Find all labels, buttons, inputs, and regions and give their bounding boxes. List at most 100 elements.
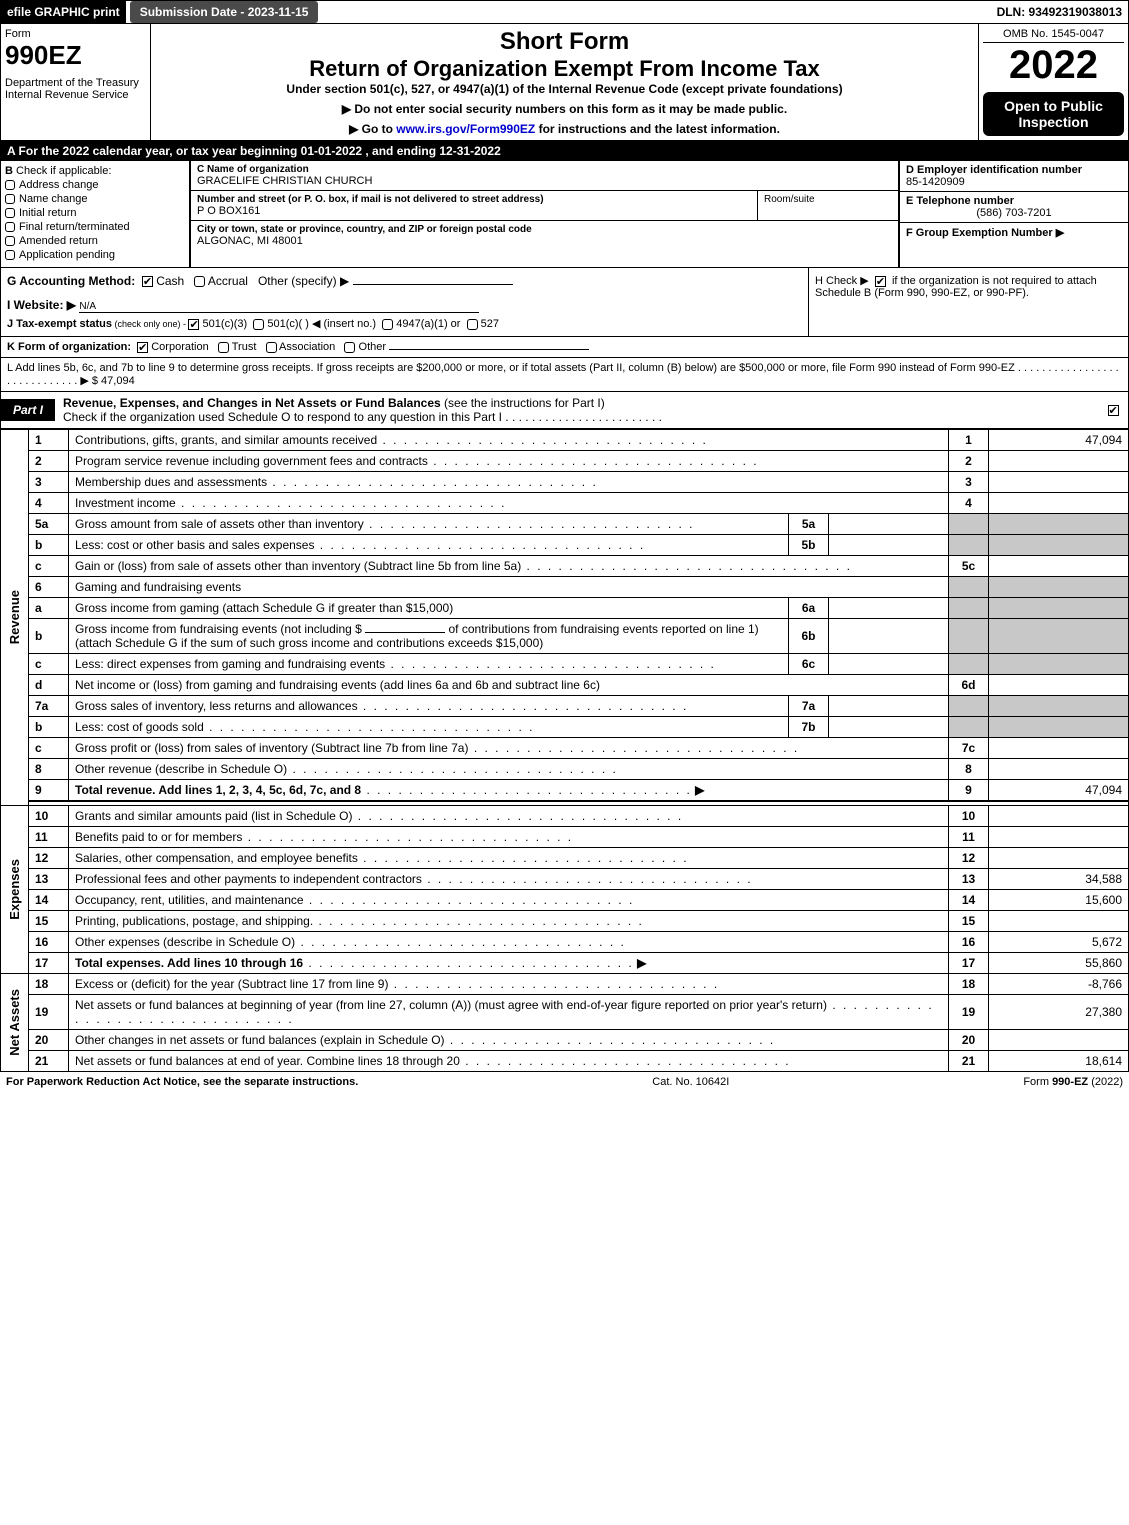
line-desc: Gross income from fundraising events (no…: [69, 619, 789, 654]
checkbox-icon: [5, 208, 15, 218]
h-checkbox-icon[interactable]: [875, 276, 886, 287]
cb-label: Initial return: [19, 207, 76, 219]
line-num: 19: [29, 994, 69, 1029]
checkbox-icon: [5, 236, 15, 246]
inner-code: 5a: [789, 514, 829, 535]
line-amount: [989, 738, 1129, 759]
line-11: 11 Benefits paid to or for members 11: [1, 826, 1129, 847]
other-blank-line[interactable]: [389, 349, 589, 350]
line-18: Net Assets 18 Excess or (deficit) for th…: [1, 973, 1129, 994]
inner-code: 6b: [789, 619, 829, 654]
other-specify-line[interactable]: [353, 284, 513, 285]
gray-cell: [989, 717, 1129, 738]
trust-checkbox-icon[interactable]: [218, 342, 229, 353]
gray-cell: [949, 654, 989, 675]
fundraising-blank[interactable]: [365, 632, 445, 633]
cb-final-return[interactable]: Final return/terminated: [5, 221, 185, 233]
501c-checkbox-icon[interactable]: [253, 319, 264, 330]
expenses-side: Expenses: [1, 805, 29, 973]
line-num: 16: [29, 931, 69, 952]
part1-paren: (see the instructions for Part I): [444, 396, 605, 410]
line-amount: [989, 675, 1129, 696]
line-10: Expenses 10 Grants and similar amounts p…: [1, 805, 1129, 826]
gray-cell: [949, 619, 989, 654]
cb-name-change[interactable]: Name change: [5, 193, 185, 205]
line-num: 10: [29, 805, 69, 826]
line-num: 3: [29, 472, 69, 493]
col-g: G Accounting Method: Cash Accrual Other …: [1, 268, 808, 336]
line-code: 13: [949, 868, 989, 889]
address-row: Number and street (or P. O. box, if mail…: [191, 191, 898, 221]
line-code: 11: [949, 826, 989, 847]
line-amount: 5,672: [989, 931, 1129, 952]
cb-initial-return[interactable]: Initial return: [5, 207, 185, 219]
line-num: 6: [29, 577, 69, 598]
line-7b: b Less: cost of goods sold 7b: [1, 717, 1129, 738]
gray-cell: [989, 577, 1129, 598]
other-k-label: Other: [359, 341, 387, 353]
part1-checkbox[interactable]: [1098, 403, 1128, 417]
line-code: 12: [949, 847, 989, 868]
line-desc: Total expenses. Add lines 10 through 16 …: [69, 952, 949, 973]
page-footer: For Paperwork Reduction Act Notice, see …: [0, 1072, 1129, 1092]
org-name-label: C Name of organization: [197, 164, 892, 175]
cb-address-change[interactable]: Address change: [5, 179, 185, 191]
ssn-warning: ▶ Do not enter social security numbers o…: [159, 102, 970, 116]
city-value: ALGONAC, MI 48001: [197, 235, 892, 247]
arrow-icon: ▶: [695, 783, 704, 797]
header-right: OMB No. 1545-0047 2022 Open to Public In…: [978, 24, 1128, 140]
line-16: 16 Other expenses (describe in Schedule …: [1, 931, 1129, 952]
revenue-side: Revenue: [1, 430, 29, 806]
line-code: 20: [949, 1029, 989, 1050]
line-code: 7c: [949, 738, 989, 759]
line-num: c: [29, 556, 69, 577]
line-desc: Less: direct expenses from gaming and fu…: [69, 654, 789, 675]
assoc-checkbox-icon[interactable]: [266, 342, 277, 353]
line-num: 12: [29, 847, 69, 868]
cb-app-pending[interactable]: Application pending: [5, 249, 185, 261]
line-4: 4 Investment income 4: [1, 493, 1129, 514]
gray-cell: [989, 598, 1129, 619]
cb-amended[interactable]: Amended return: [5, 235, 185, 247]
corp-checkbox-icon[interactable]: [137, 342, 148, 353]
line-6: 6 Gaming and fundraising events: [1, 577, 1129, 598]
other-checkbox-icon[interactable]: [344, 342, 355, 353]
omb-number: OMB No. 1545-0047: [983, 28, 1124, 43]
line-20: 20 Other changes in net assets or fund b…: [1, 1029, 1129, 1050]
k-label: K Form of organization:: [7, 341, 131, 353]
gray-cell: [989, 696, 1129, 717]
line-13: 13 Professional fees and other payments …: [1, 868, 1129, 889]
line-amount: [989, 847, 1129, 868]
group-exemption-row: F Group Exemption Number ▶: [900, 223, 1128, 242]
cash-checkbox-icon[interactable]: [142, 276, 153, 287]
submission-pill: Submission Date - 2023-11-15: [130, 1, 319, 23]
street-cell: Number and street (or P. O. box, if mail…: [191, 191, 758, 220]
street-value: P O BOX161: [197, 205, 751, 217]
501c3-checkbox-icon[interactable]: [188, 319, 199, 330]
line-desc: Net assets or fund balances at beginning…: [69, 994, 949, 1029]
irs-link[interactable]: www.irs.gov/Form990EZ: [396, 122, 535, 136]
goto-post: for instructions and the latest informat…: [535, 122, 780, 136]
website-row: I Website: ▶ N/A: [7, 298, 802, 313]
other-label: Other (specify) ▶: [258, 274, 349, 288]
col-d: D Employer identification number 85-1420…: [898, 161, 1128, 267]
website-value: N/A: [79, 301, 479, 313]
assoc-label: Association: [279, 341, 335, 353]
line-num: d: [29, 675, 69, 696]
ein-value: 85-1420909: [906, 176, 1122, 188]
line-6d: d Net income or (loss) from gaming and f…: [1, 675, 1129, 696]
efile-label: efile GRAPHIC print: [1, 1, 126, 23]
line-amount: 34,588: [989, 868, 1129, 889]
line-code: 18: [949, 973, 989, 994]
527-label: 527: [481, 318, 499, 330]
527-checkbox-icon[interactable]: [467, 319, 478, 330]
4947-checkbox-icon[interactable]: [382, 319, 393, 330]
line-code: 16: [949, 931, 989, 952]
line-num: b: [29, 619, 69, 654]
cb-label: Final return/terminated: [19, 221, 130, 233]
line-code: 6d: [949, 675, 989, 696]
accrual-checkbox-icon[interactable]: [194, 276, 205, 287]
line-amount: 47,094: [989, 780, 1129, 802]
line-desc: Gaming and fundraising events: [69, 577, 949, 598]
line-desc: Salaries, other compensation, and employ…: [69, 847, 949, 868]
